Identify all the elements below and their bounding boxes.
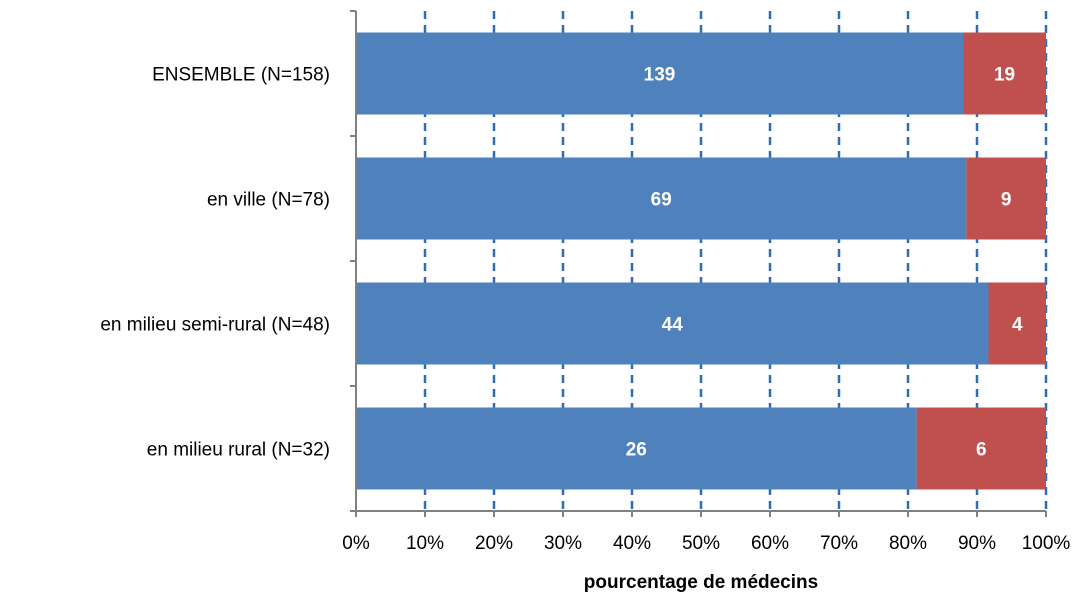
category-label: en ville (N=78) xyxy=(207,190,330,211)
category-label: en milieu semi-rural (N=48) xyxy=(100,315,330,336)
category-labels: ENSEMBLE (N=158) en ville (N=78) en milieu… xyxy=(100,65,330,461)
x-tick-label: 80% xyxy=(889,533,927,554)
bar-value-label: 139 xyxy=(644,65,676,86)
bar-value-label: 26 xyxy=(626,440,647,461)
x-tick-label: 10% xyxy=(406,533,444,554)
x-tick-label: 40% xyxy=(613,533,651,554)
bar-value-label: 44 xyxy=(662,315,684,336)
x-tick-labels: 0% 10% 20% 30% 40% 50% 60% 70% 80% 90% 100% xyxy=(342,533,1070,554)
x-tick-label: 50% xyxy=(682,533,720,554)
bar-segment-series-1 xyxy=(356,282,989,365)
bar-segment-series-1 xyxy=(356,32,964,115)
x-tick-label: 90% xyxy=(958,533,996,554)
bar-value-label: 19 xyxy=(994,65,1015,86)
category-label: ENSEMBLE (N=158) xyxy=(152,65,330,86)
x-tick-label: 60% xyxy=(751,533,789,554)
bar-value-label: 6 xyxy=(976,440,987,461)
bar-value-label: 9 xyxy=(1001,190,1012,211)
x-tick-label: 100% xyxy=(1022,533,1071,554)
bar-segment-series-2 xyxy=(916,407,1046,490)
x-tick-label: 20% xyxy=(475,533,513,554)
bar-segment-series-2 xyxy=(966,157,1046,240)
bar-value-label: 4 xyxy=(1012,315,1023,336)
bar-segment-series-1 xyxy=(356,157,967,240)
bar-segment-series-1 xyxy=(356,407,917,490)
x-tick-label: 30% xyxy=(544,533,582,554)
category-label: en milieu rural (N=32) xyxy=(147,440,330,461)
bar-segment-series-2 xyxy=(988,282,1046,365)
axes xyxy=(350,10,1047,517)
x-tick-label: 0% xyxy=(342,533,370,554)
bar-segment-series-2 xyxy=(963,32,1046,115)
x-tick-label: 70% xyxy=(820,533,858,554)
bar-value-label: 69 xyxy=(651,190,672,211)
x-axis-title: pourcentage de médecins xyxy=(584,572,818,593)
